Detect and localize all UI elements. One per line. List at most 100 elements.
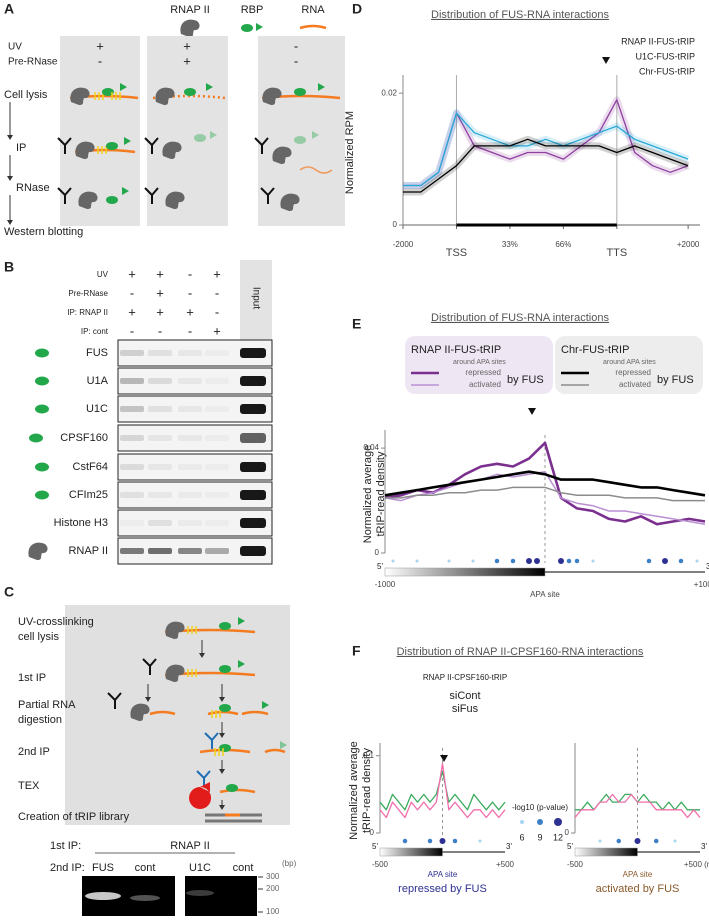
blot-band <box>148 464 172 470</box>
rbp-icon <box>294 136 306 144</box>
condition-label: UV <box>8 42 22 53</box>
series-line <box>384 470 706 525</box>
antibody-icon <box>144 187 153 196</box>
gel-label: RNAP II <box>170 840 210 852</box>
peak-marker <box>528 408 536 415</box>
blot-band <box>178 464 202 470</box>
blot-band <box>120 548 144 554</box>
antibody-icon <box>142 658 151 667</box>
rnap-icon <box>180 19 200 37</box>
blot-band <box>120 464 144 470</box>
step-label: UV-crosslinking <box>18 616 94 628</box>
blot-band <box>240 546 266 556</box>
significance-dot <box>598 839 602 843</box>
arrow-head <box>145 697 151 702</box>
rnap-icon <box>162 141 182 159</box>
significance-dot <box>558 558 564 564</box>
significance-dot <box>654 838 659 844</box>
five-prime-label: 5' <box>567 842 573 851</box>
pvalue-legend-title: -log10 (p-value) <box>512 803 568 812</box>
antibody-icon <box>196 770 205 779</box>
peak-marker <box>440 755 448 762</box>
x-axis-label: repressed by FUS <box>398 883 487 895</box>
sign: - <box>215 285 219 300</box>
gel-unit: (bp) <box>282 859 297 868</box>
significance-dot <box>427 838 433 844</box>
upstream-bar <box>384 567 546 577</box>
condition-column <box>147 36 228 226</box>
blot-band <box>148 520 172 526</box>
step-label: cell lysis <box>18 631 59 643</box>
sign: - <box>188 323 192 338</box>
significance-dot <box>566 558 572 564</box>
pvalue-legend-dot <box>537 819 543 825</box>
rnap-icon <box>165 621 185 639</box>
rbp-icon <box>35 404 49 414</box>
rbp-icon <box>206 83 213 91</box>
significance-dot <box>526 558 532 564</box>
y-tick-label: 0 <box>375 548 380 557</box>
rbp-icon <box>102 88 114 96</box>
antibody-icon <box>151 137 159 146</box>
x-tick-label: -1000 <box>375 580 396 589</box>
blot-band <box>148 378 172 384</box>
rnap-icon <box>165 191 185 209</box>
x-tick-label: APA site <box>530 590 560 599</box>
sign: + <box>183 53 191 68</box>
step-label: IP <box>16 142 26 154</box>
protein-label: RNAP II <box>68 545 108 557</box>
y-tick-label: 0 <box>393 220 398 229</box>
rna-icon <box>299 24 327 30</box>
rna-icon <box>299 166 333 174</box>
ladder-label: 300 <box>266 872 280 881</box>
sign: + <box>96 38 104 53</box>
sign: - <box>215 304 219 319</box>
three-prime-label: 3' <box>706 562 709 571</box>
rbp-icon <box>106 142 118 150</box>
legend-title: RNAP II-FUS-tRIP <box>411 344 501 356</box>
significance-dot <box>402 838 408 844</box>
rbp-icon <box>210 131 217 139</box>
legend-label: repressed <box>615 368 651 377</box>
blot-band <box>205 435 229 441</box>
series-line <box>403 138 689 193</box>
upstream-bar <box>379 847 443 857</box>
legend-label: activated <box>469 380 501 389</box>
blot-band <box>240 462 266 472</box>
significance-dot <box>646 558 652 564</box>
blot-band <box>120 350 144 356</box>
legend-label: siFus <box>452 703 479 715</box>
upstream-bar <box>574 847 638 857</box>
ladder-label: 200 <box>266 884 280 893</box>
protein-label: Histone H3 <box>54 517 108 529</box>
condition-label: Pre-RNase <box>68 289 108 298</box>
step-label: Cell lysis <box>4 89 48 101</box>
legend-note: around APA sites <box>603 359 656 366</box>
antibody-icon <box>149 658 157 667</box>
y-tick-label: 0 <box>370 828 375 837</box>
blot-band <box>148 350 172 356</box>
antibody-icon <box>151 187 159 196</box>
significance-dot <box>452 838 458 844</box>
antibody-icon <box>57 137 66 146</box>
blot-band <box>148 406 172 412</box>
legend-label: RNA <box>301 4 325 16</box>
sign: - <box>98 53 102 68</box>
antibody-icon <box>114 692 122 701</box>
y-tick-label: 0 <box>565 828 570 837</box>
x-tick-label: -2000 <box>393 240 414 249</box>
protein-label: CstF64 <box>73 461 108 473</box>
y-axis-label: Normalized average <box>348 741 360 839</box>
sign: - <box>188 266 192 281</box>
arrow-head <box>7 220 13 225</box>
sign: - <box>130 285 134 300</box>
rnap-icon <box>262 87 282 105</box>
legend-title: Chr-FUS-tRIP <box>561 344 629 356</box>
legend-label: U1C-FUS-tRIP <box>635 51 695 61</box>
rbp-icon <box>120 83 127 91</box>
significance-dot <box>494 558 500 564</box>
panel-label: A <box>4 1 14 17</box>
rbp-icon <box>219 704 231 712</box>
rnap-icon <box>165 664 185 682</box>
